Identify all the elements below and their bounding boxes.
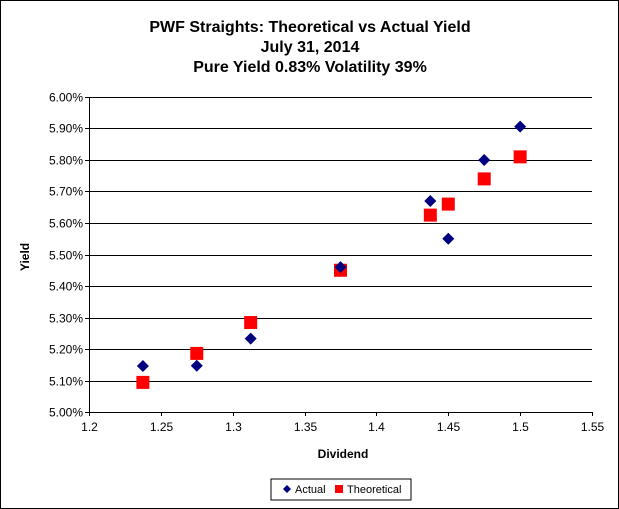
theoretical-point bbox=[513, 150, 527, 164]
y-tick-label: 5.70% bbox=[49, 185, 83, 199]
actual-point bbox=[442, 232, 455, 245]
x-tick-label: 1.3 bbox=[225, 420, 242, 434]
legend: Actual Theoretical bbox=[270, 478, 412, 501]
x-tick-label: 1.35 bbox=[294, 420, 318, 434]
chart-title-line-2: July 31, 2014 bbox=[261, 39, 360, 56]
actual-point bbox=[424, 194, 437, 207]
y-tick-label: 5.20% bbox=[49, 343, 83, 357]
actual-point bbox=[514, 120, 527, 133]
theoretical-point bbox=[441, 197, 455, 211]
actual-point bbox=[334, 261, 347, 274]
theoretical-point bbox=[477, 172, 491, 186]
actual-point bbox=[136, 360, 149, 373]
y-tick-label: 6.00% bbox=[49, 91, 83, 105]
x-tick-label: 1.45 bbox=[437, 420, 461, 434]
actual-point bbox=[244, 332, 257, 345]
y-tick-label: 5.40% bbox=[49, 280, 83, 294]
y-tick-label: 5.30% bbox=[49, 312, 83, 326]
x-tick-label: 1.5 bbox=[512, 420, 529, 434]
theoretical-point bbox=[244, 316, 258, 330]
y-tick-label: 5.50% bbox=[49, 249, 83, 263]
theoretical-point bbox=[136, 375, 150, 389]
x-tick-label: 1.55 bbox=[581, 420, 605, 434]
x-tick-label: 1.2 bbox=[81, 420, 98, 434]
legend-theoretical-label: Theoretical bbox=[347, 484, 401, 496]
theoretical-point bbox=[190, 346, 204, 360]
y-tick-label: 5.10% bbox=[49, 375, 83, 389]
chart-title-line-3: Pure Yield 0.83% Volatility 39% bbox=[193, 59, 427, 76]
x-tick-label: 1.4 bbox=[368, 420, 385, 434]
theoretical-point bbox=[423, 208, 437, 222]
actual-point bbox=[478, 154, 491, 166]
y-tick-label: 5.90% bbox=[49, 122, 83, 136]
chart-title-line-1: PWF Straights: Theoretical vs Actual Yie… bbox=[149, 19, 470, 36]
legend-theoretical-marker bbox=[335, 485, 343, 493]
y-tick-label: 5.00% bbox=[49, 406, 83, 420]
actual-point bbox=[190, 359, 203, 372]
x-axis-label: Dividend bbox=[318, 447, 369, 461]
legend-actual-marker bbox=[283, 485, 291, 493]
y-tick-label: 5.60% bbox=[49, 217, 83, 231]
y-tick-label: 5.80% bbox=[49, 154, 83, 168]
legend-actual-label: Actual bbox=[295, 484, 326, 496]
y-axis-label: Yield bbox=[18, 243, 32, 271]
x-tick-label: 1.25 bbox=[150, 420, 174, 434]
